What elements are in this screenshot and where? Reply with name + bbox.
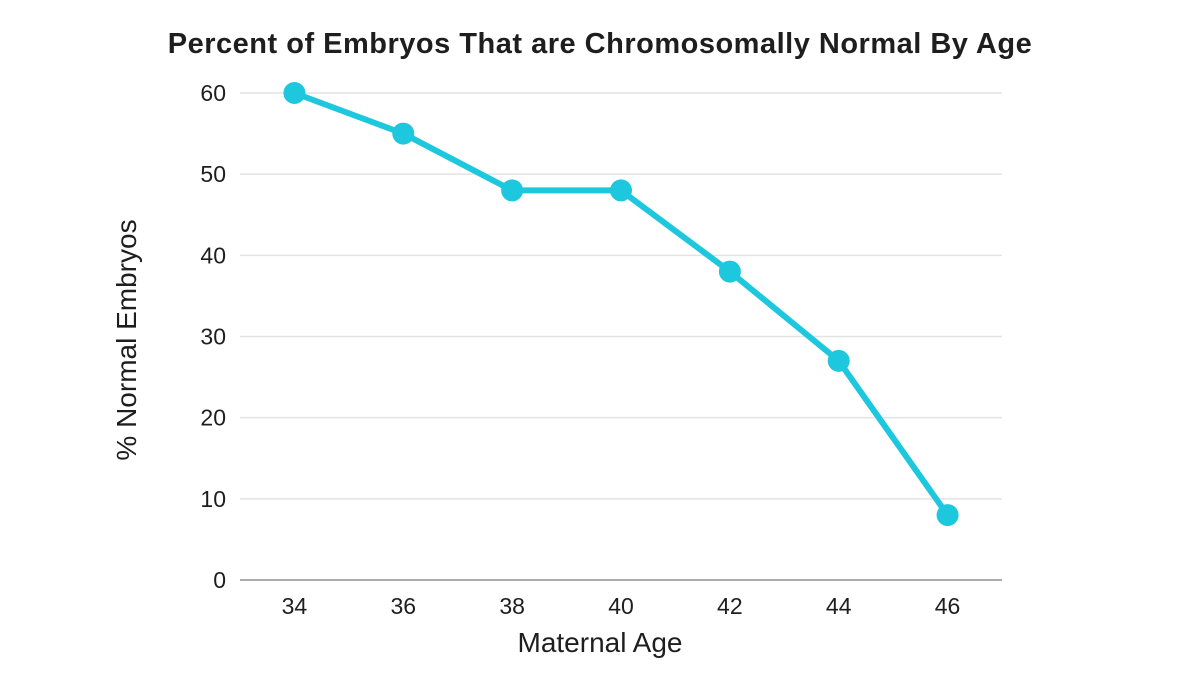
data-point-marker: [610, 179, 632, 202]
y-tick-label: 30: [200, 324, 226, 350]
chart-title: Percent of Embryos That are Chromosomall…: [167, 28, 1033, 60]
y-tick-label: 10: [200, 486, 226, 512]
x-tick-label: 40: [608, 593, 634, 619]
x-tick-label: 36: [390, 593, 416, 619]
data-point-marker: [501, 179, 524, 202]
x-tick-label: 42: [717, 593, 743, 619]
data-point-marker: [283, 82, 306, 104]
y-tick-label: 0: [213, 567, 226, 593]
data-point-marker: [827, 349, 850, 372]
x-tick-label: 46: [935, 593, 961, 619]
x-tick-label: 38: [499, 593, 525, 619]
x-tick-label: 34: [282, 593, 308, 619]
data-point-marker: [718, 260, 741, 283]
y-tick-label: 60: [200, 80, 226, 106]
x-axis-label: Maternal Age: [517, 627, 683, 658]
y-tick-label: 50: [200, 161, 226, 187]
y-tick-label: 40: [200, 242, 226, 268]
data-point-marker: [392, 122, 415, 145]
y-tick-label: 20: [200, 405, 226, 431]
data-point-marker: [936, 504, 959, 527]
x-tick-label: 44: [826, 593, 852, 619]
data-line: [291, 90, 951, 519]
